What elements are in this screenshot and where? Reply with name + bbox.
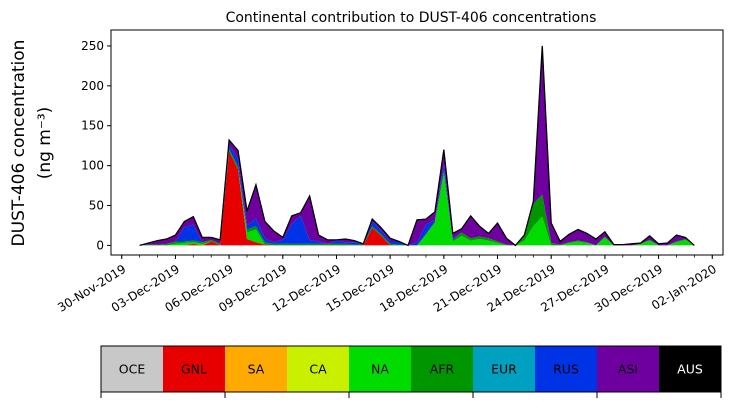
legend-swatch-eur — [473, 346, 536, 392]
legend-swatch-sa — [225, 346, 288, 392]
y-axis-unit-label: (ng m⁻³) — [35, 107, 55, 180]
legend-label-na: NA — [371, 362, 389, 377]
legend-label-ca: CA — [309, 362, 327, 377]
legend-label-gnl: GNL — [181, 362, 207, 377]
y-axis: 0 50 100 150 200 250 — [81, 39, 111, 252]
legend-label-oce: OCE — [119, 362, 146, 377]
legend-label-eur: EUR — [491, 362, 517, 377]
y-tick-label: 50 — [89, 199, 104, 213]
legend-swatch-asi — [597, 346, 660, 392]
legend-swatch-na — [349, 346, 412, 392]
legend-swatch-gnl — [163, 346, 226, 392]
stacked-area-layers — [139, 45, 695, 246]
area-series-asi — [139, 45, 695, 246]
legend-label-asi: ASI — [618, 362, 638, 377]
continent-legend: OCE GNL SA CA NA AFR EUR RUS ASI AUS — [100, 345, 722, 398]
y-tick-label: 200 — [81, 79, 104, 93]
legend-swatch-oce — [101, 346, 164, 392]
legend-frame — [100, 345, 722, 393]
y-tick-label: 100 — [81, 159, 104, 173]
y-axis-label: DUST-406 concentration — [9, 40, 29, 247]
legend-label-aus: AUS — [677, 362, 703, 377]
chart-title: Continental contribution to DUST-406 con… — [226, 10, 597, 26]
area-series-rus — [139, 144, 695, 246]
y-tick-label: 150 — [81, 119, 104, 133]
y-tick-label: 250 — [81, 39, 104, 53]
total-concentration-line — [139, 45, 695, 247]
legend-swatch-rus — [535, 346, 598, 392]
legend-swatch-afr — [411, 346, 474, 392]
legend-label-rus: RUS — [553, 362, 579, 377]
legend-label-sa: SA — [248, 362, 265, 377]
legend-swatch-ca — [287, 346, 350, 392]
legend-label-afr: AFR — [430, 362, 455, 377]
plot-frame — [110, 29, 724, 256]
y-tick-label: 0 — [96, 238, 104, 252]
legend-swatch-aus — [659, 346, 722, 392]
